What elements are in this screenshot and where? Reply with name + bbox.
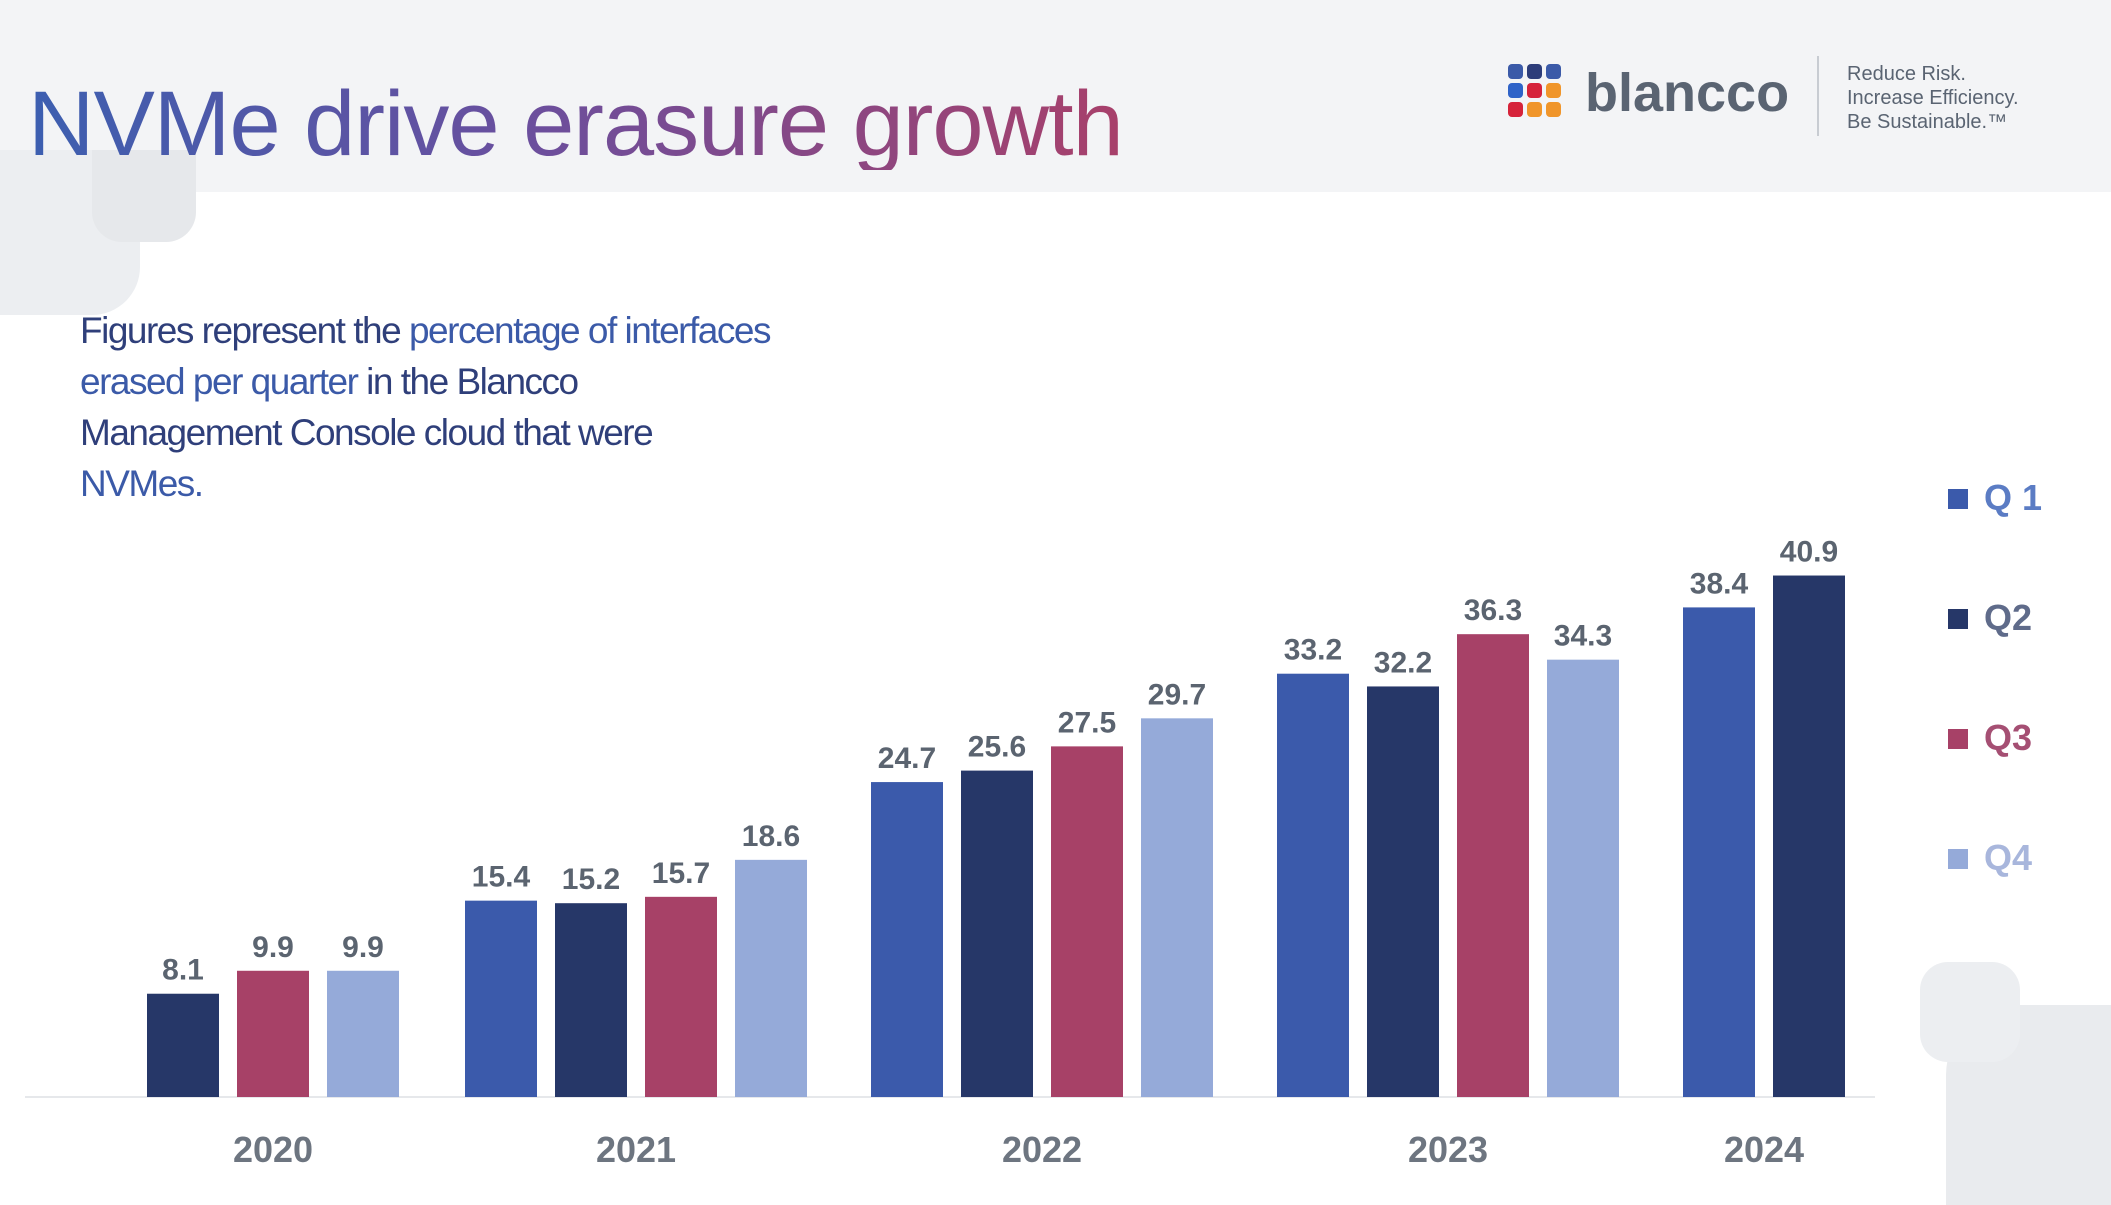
logo-dot [1527,64,1542,79]
legend-swatch [1948,849,1968,869]
bar-2020-q3 [237,970,309,1097]
bar-2022-q4 [1141,718,1213,1097]
chart-description: Figures represent the percentage of inte… [80,305,780,509]
logo-dot [1527,102,1542,117]
data-label: 27.5 [1058,706,1116,739]
data-label: 18.6 [742,820,800,853]
x-tick-label: 2023 [1408,1129,1488,1170]
x-tick-label: 2024 [1724,1129,1804,1170]
description-text: Figures represent the [80,310,409,351]
logo-dot [1508,64,1523,79]
legend-label: Q2 [1984,597,2033,638]
bar-2023-q4 [1547,659,1619,1097]
logo-dot [1527,83,1542,98]
x-tick-label: 2020 [233,1129,313,1170]
tagline-line: Be Sustainable.™ [1847,111,2008,133]
x-tick-label: 2021 [596,1129,676,1170]
description-text: in the Blancco Management Console cloud … [80,361,654,453]
bar-2023-q1 [1277,673,1349,1097]
data-label: 34.3 [1554,620,1612,653]
legend-swatch [1948,609,1968,629]
bar-2023-q3 [1457,634,1529,1097]
bar-2021-q3 [645,896,717,1097]
data-label: 36.3 [1464,594,1522,627]
logo-dot [1546,83,1561,98]
legend-item: Q4 [1948,838,2108,878]
brand-tagline: Reduce Risk. Increase Efficiency. Be Sus… [1847,62,2019,134]
logo-dot [1508,83,1523,98]
bar-2024-q1 [1683,607,1755,1097]
logo-dot [1546,64,1561,79]
bar-2020-q2 [147,993,219,1097]
bar-2022-q2 [961,770,1033,1097]
bar-2020-q4 [327,970,399,1097]
tagline-line: Reduce Risk. [1847,63,1966,85]
bar-2023-q2 [1367,686,1439,1097]
bar-2021-q1 [465,900,537,1097]
data-label: 33.2 [1284,634,1342,667]
data-label: 32.2 [1374,646,1432,679]
legend-label: Q4 [1984,837,2033,878]
legend-item: Q2 [1948,598,2108,638]
bar-2021-q2 [555,903,627,1097]
bar-2024-q2 [1773,575,1845,1097]
decorative-shape [1920,962,2020,1062]
legend-item: Q3 [1948,718,2108,758]
legend-label: Q3 [1984,717,2033,758]
bar-2022-q3 [1051,746,1123,1097]
logo-divider [1817,56,1819,136]
legend-swatch [1948,489,1968,509]
tagline-line: Increase Efficiency. [1847,87,2019,109]
logo-dot [1508,102,1523,117]
x-tick-label: 2022 [1002,1129,1082,1170]
page-title: NVMe drive erasure growth [28,73,1124,175]
header-band [0,0,2111,192]
description-highlight: percentage of interfaces erased per quar… [80,310,771,402]
brand-name: blancco [1585,63,1790,123]
data-label: 9.9 [252,931,294,964]
data-label: 15.4 [472,861,531,894]
data-label: 29.7 [1148,678,1206,711]
data-label: 9.9 [342,931,384,964]
data-label: 40.9 [1780,536,1838,569]
data-label: 15.2 [562,863,620,896]
data-label: 24.7 [878,742,936,775]
bar-2021-q4 [735,859,807,1097]
bar-2022-q1 [871,782,943,1097]
data-label: 38.4 [1690,567,1749,600]
data-label: 25.6 [968,731,1026,764]
legend-item: Q 1 [1948,478,2108,518]
legend-swatch [1948,729,1968,749]
data-label: 15.7 [652,857,710,890]
decorative-shape [92,150,196,242]
legend-label: Q 1 [1984,477,2043,518]
description-highlight: NVMes. [80,463,204,504]
logo-dot [1546,102,1561,117]
data-label: 8.1 [162,954,204,987]
